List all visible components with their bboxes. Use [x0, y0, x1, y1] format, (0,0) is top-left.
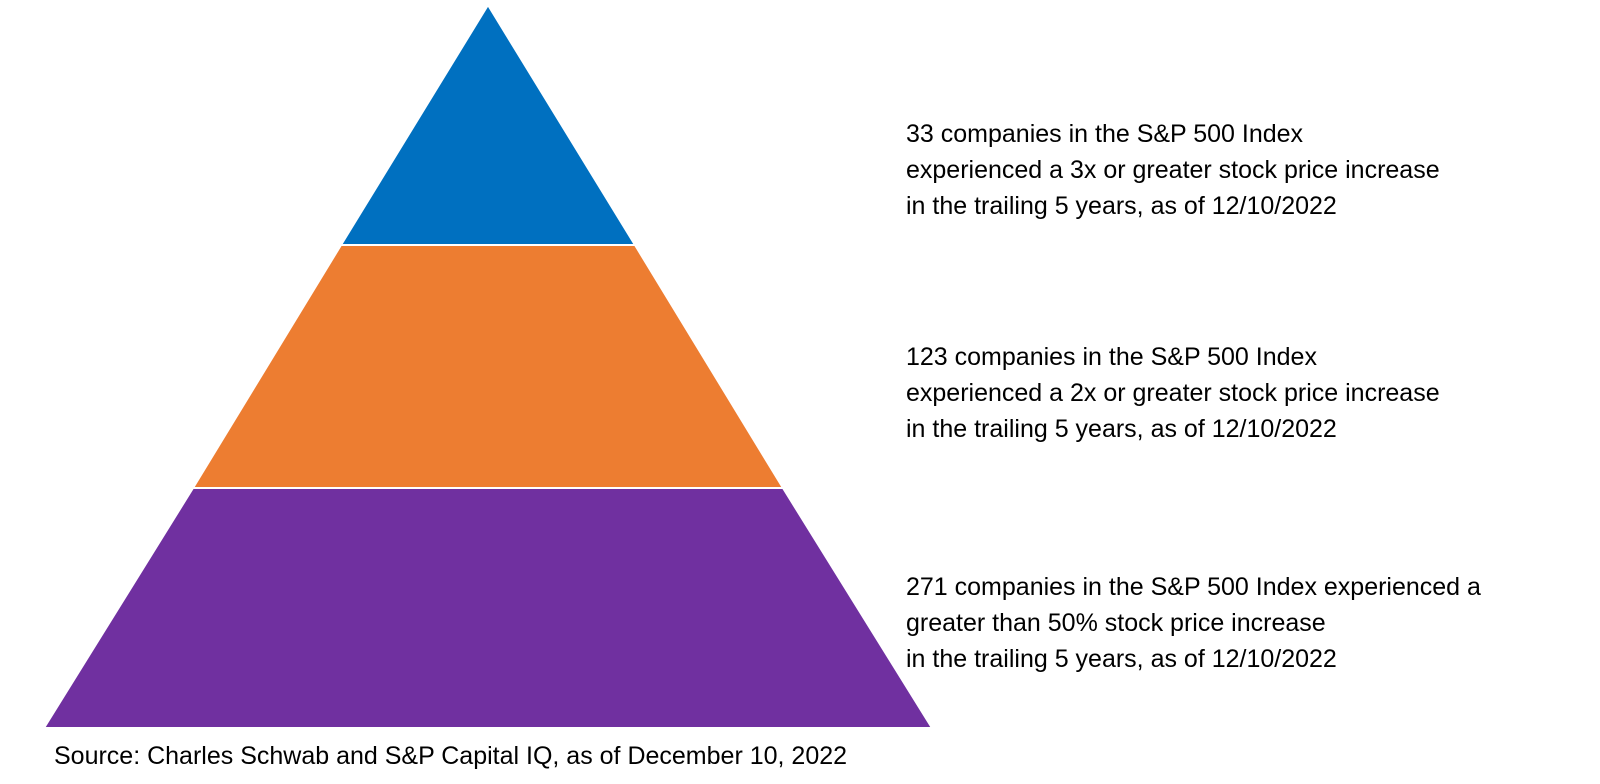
tier-top-line-3: in the trailing 5 years, as of 12/10/202…: [906, 192, 1337, 220]
pyramid-tier-bottom: [42, 487, 934, 729]
pyramid-tier-middle: [191, 244, 785, 489]
tier-bottom-line-3: in the trailing 5 years, as of 12/10/202…: [906, 645, 1337, 673]
tier-top-line-1: 33 companies in the S&P 500 Index: [906, 120, 1304, 148]
tier-middle-line-3: in the trailing 5 years, as of 12/10/202…: [906, 415, 1337, 443]
tier-top-description: 33 companies in the S&P 500 Index experi…: [906, 116, 1596, 224]
source-note: Source: Charles Schwab and S&P Capital I…: [54, 742, 848, 770]
tier-bottom-description: 271 companies in the S&P 500 Index exper…: [906, 569, 1596, 677]
tier-bottom-line-1: 271 companies in the S&P 500 Index exper…: [906, 573, 1481, 601]
tier-middle-line-2: experienced a 2x or greater stock price …: [906, 379, 1440, 407]
tier-middle-description: 123 companies in the S&P 500 Index exper…: [906, 339, 1596, 447]
tier-top-line-2: experienced a 3x or greater stock price …: [906, 156, 1440, 184]
tier-middle-line-1: 123 companies in the S&P 500 Index: [906, 343, 1317, 371]
pyramid-tier-top: [339, 3, 637, 246]
tier-bottom-line-2: greater than 50% stock price increase: [906, 609, 1326, 637]
pyramid-diagram: [42, 3, 934, 729]
